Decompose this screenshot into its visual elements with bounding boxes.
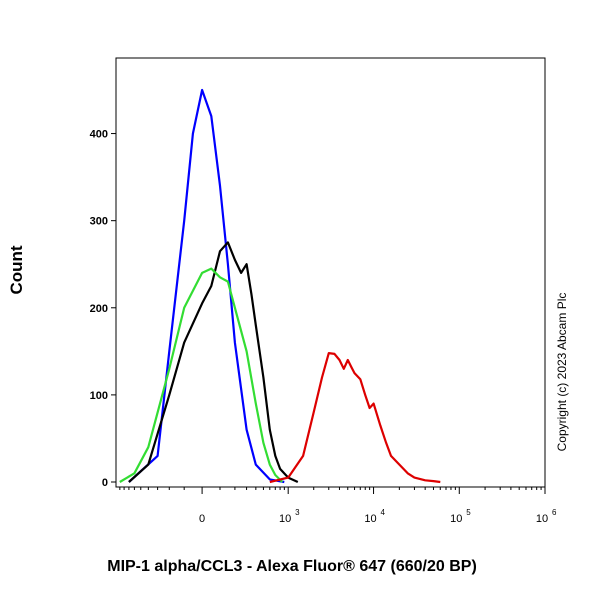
x-axis-title: MIP-1 alpha/CCL3 - Alexa Fluor® 647 (660…: [107, 558, 477, 575]
y-tick-label: 300: [90, 216, 108, 228]
y-axis-title: Count: [7, 245, 26, 294]
series-layer: [119, 88, 441, 484]
y-tick-label: 200: [90, 303, 108, 315]
series-2-line: [128, 241, 299, 483]
x-tick-label: 10: [450, 513, 462, 525]
x-tick-exponent: 5: [466, 508, 471, 517]
x-tick-label: 10: [279, 513, 291, 525]
copyright-annotation: Copyright (c) 2023 Abcam Plc: [555, 293, 569, 452]
plot-frame: [115, 57, 546, 488]
series-4-line: [269, 352, 441, 484]
x-tick-label: 10: [364, 513, 376, 525]
y-tick-label: 400: [90, 129, 108, 141]
y-axis: 0 100 200 300 400: [90, 129, 116, 489]
x-tick-exponent: 6: [552, 508, 557, 517]
x-tick-exponent: 4: [381, 508, 386, 517]
x-axis: 0 10 3 10 4 10 5 10 6: [119, 487, 557, 525]
x-tick-label: 0: [199, 513, 205, 525]
y-tick-label: 100: [90, 390, 108, 402]
y-tick-label: 0: [102, 477, 108, 489]
series-3-line: [119, 267, 284, 483]
series-1-line: [128, 88, 285, 484]
x-tick-exponent: 3: [295, 508, 300, 517]
x-tick-label: 10: [536, 513, 548, 525]
